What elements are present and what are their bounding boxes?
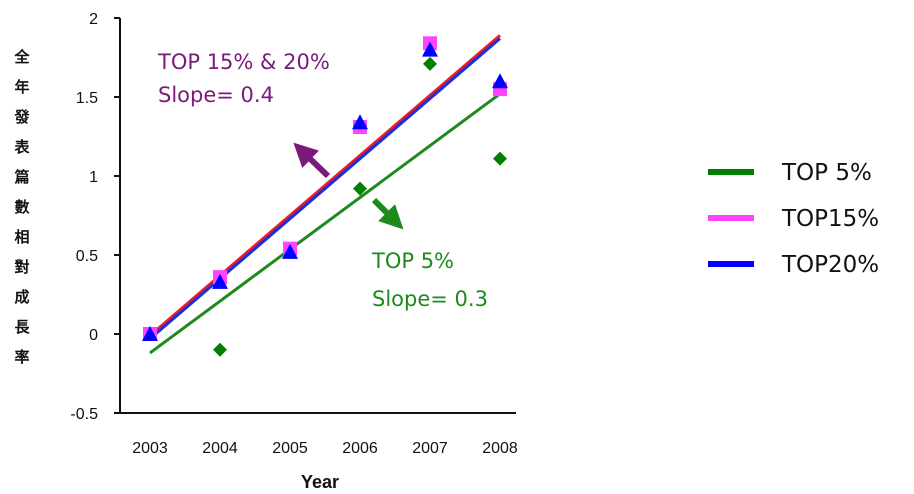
point-top20-2006 xyxy=(352,114,368,130)
y-axis-title-char: 數 xyxy=(14,198,29,216)
y-tick-label: 2 xyxy=(89,11,98,28)
trendline-top15 xyxy=(149,34,501,337)
y-axis-title-char: 全 xyxy=(13,48,30,66)
y-axis-title-char: 相 xyxy=(14,228,29,246)
point-top5-2004 xyxy=(213,342,227,357)
trendline-top5 xyxy=(149,92,501,355)
y-axis-title-char: 成 xyxy=(14,288,29,306)
annotation-top15-20: TOP 15% & 20% Slope= 0.4 xyxy=(157,50,331,179)
legend-label-top15: TOP15% xyxy=(781,206,879,232)
y-axis-title-char: 篇 xyxy=(14,168,29,186)
annotation-top5-line1: TOP 5% xyxy=(371,249,454,273)
arrow-top15-20 xyxy=(293,142,331,179)
annotation-top15-20-line1: TOP 15% & 20% xyxy=(157,50,330,74)
y-axis-title-char: 長 xyxy=(14,318,30,336)
y-tick-label: 1 xyxy=(89,169,98,186)
point-top20-2007 xyxy=(422,41,438,57)
trendline-top20 xyxy=(149,37,501,340)
y-axis-title-char: 率 xyxy=(14,348,29,366)
y-axis-title-char: 發 xyxy=(13,108,30,126)
point-top20-2008 xyxy=(492,73,508,89)
point-top5-2006 xyxy=(353,181,367,196)
arrow-top5 xyxy=(371,197,404,230)
x-axis-title: Year xyxy=(301,472,339,492)
y-tick-label: 0.5 xyxy=(76,248,98,265)
legend-label-top20: TOP20% xyxy=(781,252,879,278)
x-tick-label: 2008 xyxy=(482,440,518,457)
x-tick-label: 2006 xyxy=(342,440,378,457)
y-axis-title-char: 對 xyxy=(14,258,29,276)
x-tick-label: 2004 xyxy=(202,440,238,457)
y-axis-title-char: 年 xyxy=(14,78,29,96)
annotation-top5: TOP 5% Slope= 0.3 xyxy=(371,197,488,311)
x-tick-label: 2005 xyxy=(272,440,308,457)
legend-label-top5: TOP 5% xyxy=(781,160,872,186)
x-tick-label: 2007 xyxy=(412,440,448,457)
y-tick-label: 0 xyxy=(89,327,98,344)
point-top5-2008 xyxy=(493,151,507,166)
y-tick-label: 1.5 xyxy=(76,90,98,107)
point-top20-2003 xyxy=(142,326,158,341)
y-axis-title-char: 表 xyxy=(14,138,30,156)
annotation-top5-line2: Slope= 0.3 xyxy=(372,287,488,311)
point-top20-2004 xyxy=(212,273,228,289)
x-tick-label: 2003 xyxy=(132,440,168,457)
annotation-top15-20-line2: Slope= 0.4 xyxy=(158,83,274,107)
point-top5-2007 xyxy=(423,56,437,71)
legend: TOP 5% TOP15% TOP20% xyxy=(708,160,879,278)
plot-area: 2 1.5 1 0.5 0 -0.5 2003 2004 2005 2006 2007 2008 xyxy=(70,11,517,457)
y-tick-label: -0.5 xyxy=(70,406,98,423)
point-top20-2005 xyxy=(282,243,298,259)
